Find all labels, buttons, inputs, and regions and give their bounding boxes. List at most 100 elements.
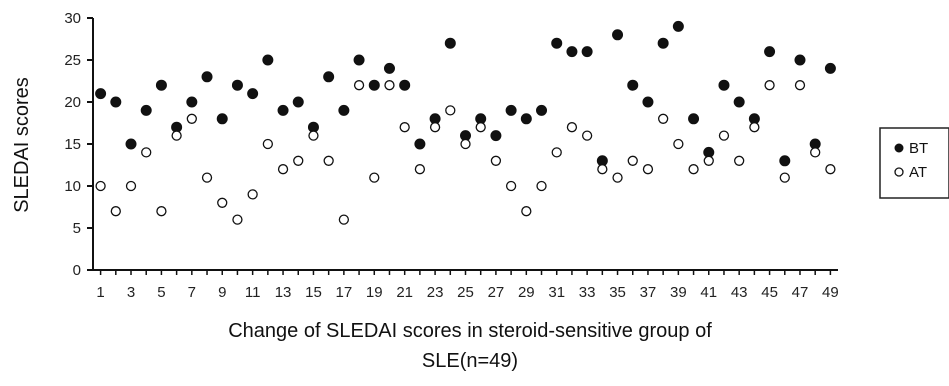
data-point-at xyxy=(810,147,821,158)
data-points xyxy=(95,20,836,225)
x-tick-label: 37 xyxy=(640,284,657,301)
x-tick-label: 7 xyxy=(188,284,196,301)
data-point-bt xyxy=(824,62,836,74)
data-point-bt xyxy=(277,104,289,116)
data-point-bt xyxy=(323,71,335,83)
data-point-bt xyxy=(368,79,380,91)
data-point-at xyxy=(217,197,228,208)
data-point-at xyxy=(125,180,137,192)
data-point-bt xyxy=(353,54,365,66)
y-tick-label: 0 xyxy=(73,262,81,279)
data-point-bt xyxy=(794,54,806,66)
x-tick-label: 19 xyxy=(366,284,383,301)
data-point-bt xyxy=(536,104,548,116)
data-point-at xyxy=(490,155,502,166)
x-tick-label: 33 xyxy=(579,284,596,301)
data-point-bt xyxy=(490,130,502,142)
legend-bt-label: BT xyxy=(909,140,928,157)
data-point-at xyxy=(505,180,517,192)
data-point-at xyxy=(156,206,167,217)
data-point-at xyxy=(703,155,714,166)
data-point-bt xyxy=(718,79,730,91)
x-axis-title-line-1: Change of SLEDAI scores in steroid-sensi… xyxy=(228,320,712,342)
y-tick-label: 15 xyxy=(64,136,81,153)
data-point-bt xyxy=(383,62,395,74)
x-tick-label: 17 xyxy=(336,284,353,301)
x-tick-label: 25 xyxy=(457,284,474,301)
x-tick-label: 35 xyxy=(609,284,626,301)
y-axis-ticks: 0 5 10 15 20 25 30 xyxy=(64,10,93,279)
x-tick-label: 11 xyxy=(245,284,261,301)
data-point-at xyxy=(338,214,350,225)
data-point-at xyxy=(521,206,532,217)
y-tick-label: 20 xyxy=(64,94,81,111)
x-tick-label: 29 xyxy=(518,284,535,301)
data-point-at xyxy=(551,147,562,158)
data-point-at xyxy=(536,180,547,192)
data-point-bt xyxy=(642,96,654,108)
data-point-bt xyxy=(231,79,243,91)
data-point-bt xyxy=(627,79,639,91)
data-point-at xyxy=(308,130,319,141)
data-point-at xyxy=(566,122,578,133)
data-point-at xyxy=(581,130,593,141)
x-tick-label: 47 xyxy=(792,284,809,301)
data-point-at xyxy=(95,180,106,192)
x-tick-label: 5 xyxy=(157,284,165,301)
data-point-bt xyxy=(444,37,456,49)
x-tick-label: 21 xyxy=(396,284,413,301)
data-point-at xyxy=(642,164,654,175)
y-tick-label: 30 xyxy=(64,10,81,27)
data-point-at xyxy=(764,80,775,91)
data-point-bt xyxy=(338,104,350,116)
data-point-at xyxy=(734,155,745,166)
data-point-at xyxy=(277,164,289,175)
data-point-bt xyxy=(520,113,532,125)
data-point-at xyxy=(779,172,790,183)
data-point-at xyxy=(262,138,273,150)
data-point-at xyxy=(612,172,623,183)
x-axis-title-line-2: SLE(n=49) xyxy=(422,350,518,372)
data-point-at xyxy=(171,130,182,141)
x-tick-label: 1 xyxy=(96,284,104,301)
data-point-bt xyxy=(247,88,259,100)
data-point-at xyxy=(232,214,243,225)
y-tick-label: 10 xyxy=(64,178,81,195)
data-point-bt xyxy=(612,29,624,41)
data-point-bt xyxy=(779,155,791,167)
data-point-at xyxy=(673,138,684,150)
y-tick-label: 25 xyxy=(64,52,81,69)
x-tick-label: 9 xyxy=(218,284,226,301)
data-point-at xyxy=(429,122,441,133)
data-point-at xyxy=(597,164,608,175)
data-point-bt xyxy=(657,37,669,49)
y-tick-label: 5 xyxy=(73,220,81,237)
data-point-at xyxy=(627,155,638,166)
data-point-at xyxy=(186,113,197,124)
data-point-bt xyxy=(566,46,578,58)
data-point-at xyxy=(353,80,365,91)
data-point-at xyxy=(293,155,304,166)
x-tick-label: 45 xyxy=(761,284,778,301)
data-point-bt xyxy=(186,96,198,108)
data-point-bt xyxy=(764,46,776,58)
data-point-at xyxy=(460,138,471,150)
x-tick-label: 43 xyxy=(731,284,748,301)
data-point-at xyxy=(141,147,152,158)
data-point-at xyxy=(825,164,836,175)
legend-at-marker xyxy=(894,167,904,177)
x-tick-label: 13 xyxy=(275,284,292,301)
data-point-bt xyxy=(262,54,274,66)
data-point-bt xyxy=(125,138,137,150)
y-axis-title: SLEDAI scores xyxy=(11,77,33,213)
data-point-bt xyxy=(201,71,213,83)
data-point-bt xyxy=(581,46,593,58)
data-point-at xyxy=(658,113,669,124)
data-point-at xyxy=(399,122,410,133)
x-tick-label: 3 xyxy=(127,284,135,301)
data-point-at xyxy=(688,164,699,175)
data-point-bt xyxy=(110,96,122,108)
data-point-bt xyxy=(551,37,563,49)
data-point-at xyxy=(369,172,380,183)
